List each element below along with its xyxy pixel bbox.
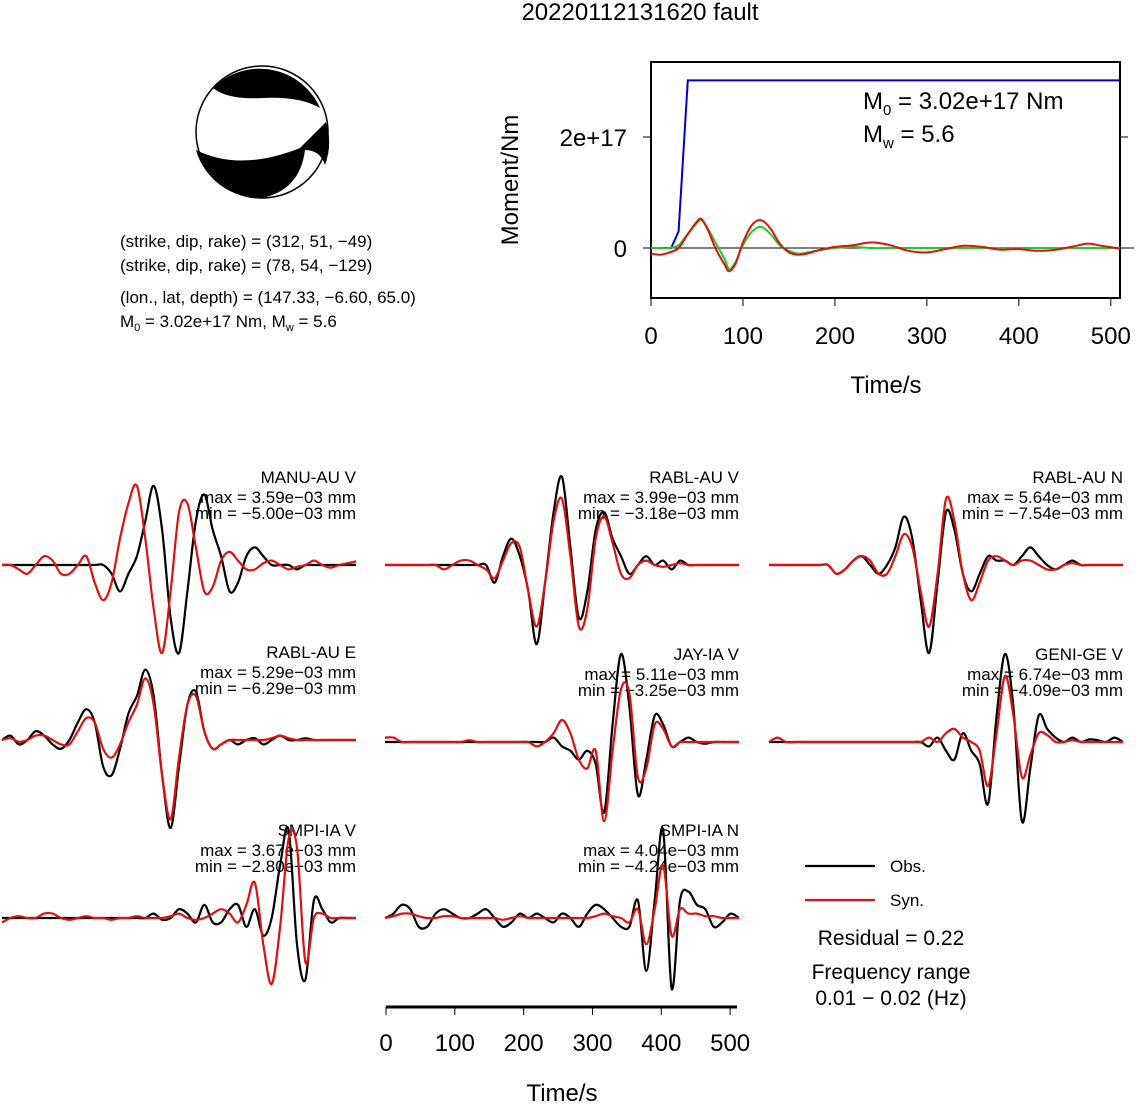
moment-y-tick-label: 0 — [614, 236, 627, 263]
synthetic-trace — [1, 829, 356, 986]
legend-obs-label: Obs. — [890, 857, 926, 876]
plane-1-text: (strike, dip, rake) = (312, 51, −49) — [120, 232, 372, 251]
observed-trace — [1, 484, 356, 655]
waveform-x-tick-label: 0 — [379, 1030, 392, 1057]
station-max: max = 3.59e−03 mm — [200, 488, 356, 507]
station-name: SMPI-IA N — [660, 821, 739, 840]
legend-syn-label: Syn. — [890, 891, 924, 910]
frequency-range: 0.01 − 0.02 (Hz) — [815, 987, 966, 1010]
station-name: SMPI-IA V — [278, 821, 357, 840]
synthetic-trace — [768, 495, 1123, 628]
moment-chart: 0 100 200 300 400 500 0 2e+17 Time/s Moment/Nm… — [497, 61, 1134, 399]
station-name: JAY-IA V — [674, 645, 740, 664]
beachball-compression-lower — [196, 122, 330, 199]
frequency-label: Frequency range — [812, 961, 971, 984]
station-min: min = −3.18e−03 mm — [578, 504, 739, 523]
waveform-x-tick-label: 300 — [572, 1030, 612, 1057]
synthetic-trace — [384, 496, 739, 631]
moment-series-red — [650, 217, 1121, 273]
station-min: min = −4.09e−03 mm — [962, 681, 1123, 700]
waveform-x-tick-label: 100 — [435, 1030, 475, 1057]
waveform-x-tick-label: 500 — [710, 1030, 750, 1057]
station-min: min = −6.29e−03 mm — [195, 679, 356, 698]
waveform-x-tick-label: 400 — [641, 1030, 681, 1057]
mechanism-info: (strike, dip, rake) = (312, 51, −49) (st… — [120, 232, 416, 334]
waveform-time-axis: 0 100 200 300 400 500 — [379, 1005, 750, 1057]
moment-plot-frame — [650, 61, 1121, 299]
moment-x-label: Time/s — [850, 372, 921, 399]
station-name: GENI-GE V — [1035, 645, 1124, 664]
observed-trace — [384, 474, 739, 646]
moment-text: M0 = 3.02e+17 Nm, Mw = 5.6 — [120, 312, 337, 334]
observed-trace — [768, 508, 1123, 655]
synthetic-trace — [384, 864, 739, 946]
synthetic-trace — [1, 677, 356, 821]
station-min: min = −7.54e−03 mm — [962, 504, 1123, 523]
station-max: max = 6.74e−03 mm — [967, 665, 1123, 684]
moment-y-tick-label: 2e+17 — [560, 125, 627, 152]
station-name: RABL-AU N — [1032, 468, 1123, 487]
station-max: max = 3.67e−03 mm — [200, 841, 356, 860]
residual-text: Residual = 0.22 — [818, 927, 965, 950]
moment-y-label: Moment/Nm — [497, 115, 524, 246]
station-name: MANU-AU V — [261, 468, 357, 487]
synthetic-trace — [1, 483, 357, 655]
station-min: min = −2.80e−03 mm — [195, 857, 356, 876]
station-max: max = 4.04e−03 mm — [583, 841, 739, 860]
plane-2-text: (strike, dip, rake) = (78, 54, −129) — [120, 256, 372, 275]
beachball-compression-upper — [213, 68, 320, 108]
moment-x-tick-label: 200 — [815, 323, 855, 350]
moment-series-group — [650, 79, 1134, 273]
waveform-x-label: Time/s — [526, 1080, 597, 1104]
station-min: min = −5.00e−03 mm — [195, 504, 356, 523]
beachball — [195, 65, 330, 199]
moment-mw-annotation: Mw = 5.6 — [863, 121, 955, 152]
moment-x-tick-label: 0 — [644, 323, 657, 350]
moment-x-axis: 0 100 200 300 400 500 — [644, 298, 1131, 350]
figure-title: 20220112131620 fault — [521, 0, 758, 26]
station-max: max = 5.11e−03 mm — [584, 665, 739, 684]
station-name: RABL-AU E — [266, 643, 356, 662]
waveform-legend: Obs. Syn. Residual = 0.22 Frequency rang… — [805, 857, 970, 1010]
station-max: max = 5.64e−03 mm — [967, 488, 1123, 507]
moment-series-green — [651, 218, 1120, 271]
station-min: min = −3.25e−03 mm — [578, 681, 739, 700]
location-text: (lon., lat, depth) = (147.33, −6.60, 65.… — [120, 288, 416, 307]
moment-x-tick-label: 300 — [907, 323, 947, 350]
station-name: RABL-AU V — [649, 468, 739, 487]
moment-x-tick-label: 100 — [723, 323, 763, 350]
synthetic-trace — [768, 674, 1123, 788]
station-max: max = 5.29e−03 mm — [200, 663, 356, 682]
synthetic-trace — [384, 681, 739, 823]
station-max: max = 3.99e−03 mm — [583, 488, 739, 507]
moment-y-axis: 0 2e+17 — [560, 125, 1128, 263]
waveform-x-tick-label: 200 — [504, 1030, 544, 1057]
moment-x-tick-label: 400 — [999, 323, 1039, 350]
observed-trace — [384, 826, 740, 991]
moment-m0-annotation: M0 = 3.02e+17 Nm — [863, 88, 1063, 119]
moment-x-tick-label: 500 — [1091, 323, 1131, 350]
